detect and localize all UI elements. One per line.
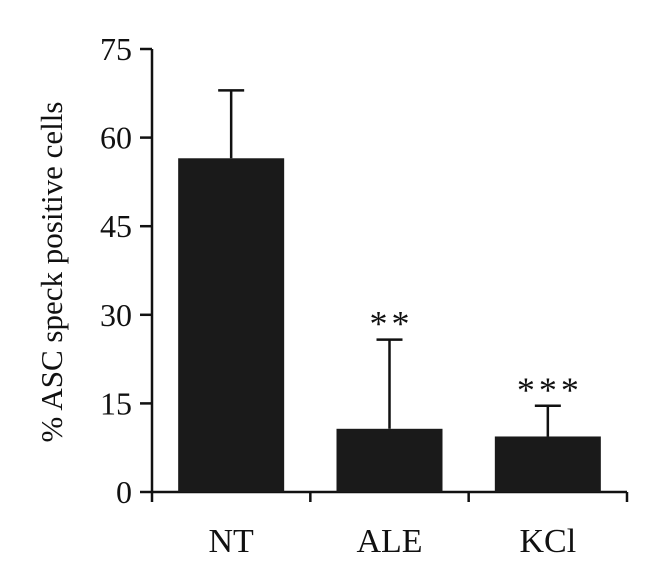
error-bars (218, 89, 561, 437)
y-axis-label: % ASC speck positive cells (34, 102, 69, 443)
y-tick-label: 0 (116, 474, 132, 510)
y-tick-label: 30 (100, 297, 132, 333)
y-tick-label: 45 (100, 208, 132, 244)
y-axis: 0 15 30 45 60 75 (100, 31, 154, 510)
significance-mark: *** (517, 370, 583, 410)
significance-mark: ** (370, 304, 414, 344)
y-tick-label: 15 (100, 385, 132, 421)
x-tick-label: KCl (519, 523, 576, 560)
y-tick-label: 60 (100, 120, 132, 156)
x-axis (150, 490, 629, 502)
bar-kcl (494, 436, 601, 492)
x-tick-label: ALE (356, 523, 422, 560)
x-tick-label: NT (209, 523, 255, 560)
bars (178, 158, 601, 493)
significance-annotations: ***** (370, 304, 583, 410)
category-labels: NT ALE KCl (209, 523, 577, 560)
y-tick-label: 75 (100, 31, 132, 67)
bar-nt (178, 158, 285, 493)
bar-ale (336, 428, 443, 492)
